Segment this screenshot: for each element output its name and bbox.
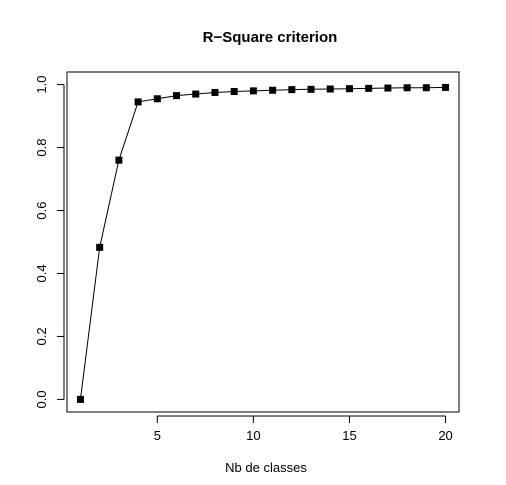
y-tick-label: 0.6	[34, 201, 49, 219]
data-point-marker	[384, 84, 392, 92]
data-point-marker	[403, 84, 411, 92]
data-point-marker	[115, 156, 123, 164]
data-point-marker	[230, 88, 238, 96]
data-point-marker	[173, 92, 181, 100]
y-tick-label: 0.4	[34, 264, 49, 282]
chart-title: R−Square criterion	[203, 29, 338, 46]
data-point-marker	[326, 85, 334, 93]
x-tick-label: 20	[438, 428, 452, 443]
data-point-marker	[153, 95, 161, 103]
data-point-marker	[211, 88, 219, 96]
y-axis: 0.0 0.2 0.4 0.6 0.8 1.0	[34, 76, 65, 408]
x-tick-label: 10	[246, 428, 260, 443]
y-tick-label: 0.0	[34, 390, 49, 408]
y-tick-label: 0.8	[34, 139, 49, 157]
data-point-marker	[288, 86, 296, 94]
series-layer	[76, 83, 450, 403]
data-point-marker	[442, 83, 450, 91]
y-tick-label: 0.2	[34, 327, 49, 345]
data-point-marker	[307, 85, 315, 93]
y-tick-label: 1.0	[34, 76, 49, 94]
x-axis-label: Nb de classes	[225, 460, 307, 475]
data-point-marker	[345, 85, 353, 93]
data-point-marker	[76, 395, 84, 403]
data-point-marker	[96, 243, 104, 251]
data-point-marker	[192, 90, 200, 98]
data-point-marker	[249, 87, 257, 95]
x-axis: 5 10 15 20	[154, 415, 453, 443]
series-line	[79, 86, 446, 400]
data-point-marker	[365, 84, 373, 92]
plot-frame	[66, 71, 460, 413]
data-point-marker	[134, 98, 142, 106]
x-tick-label: 5	[154, 428, 161, 443]
data-point-marker	[422, 84, 430, 92]
data-point-marker	[269, 86, 277, 94]
x-tick-label: 15	[342, 428, 356, 443]
